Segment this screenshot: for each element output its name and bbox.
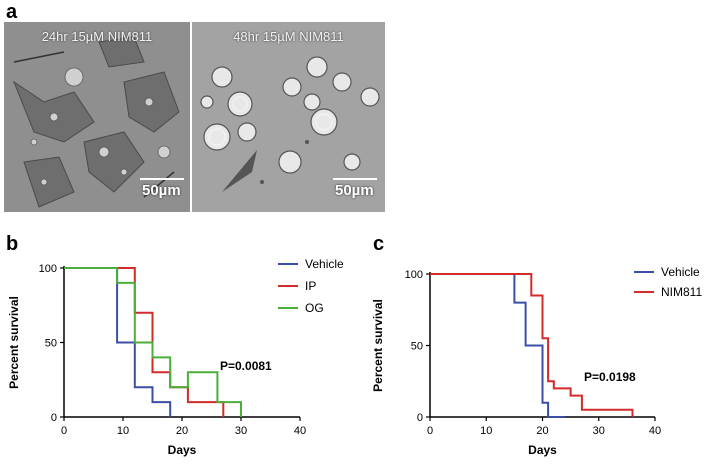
y-tick-label: 100: [39, 263, 57, 275]
x-tick-label: 40: [649, 425, 661, 437]
p-value-annotation: P=0.0081: [220, 359, 272, 373]
x-tick-label: 30: [593, 425, 605, 437]
y-axis-label: Percent survival: [371, 299, 385, 392]
y-tick-label: 100: [405, 269, 423, 281]
x-tick-label: 40: [294, 425, 306, 437]
p-value-annotation: P=0.0198: [584, 370, 636, 384]
micrograph-24hr: 24hr 15µM NIM811 50µm: [4, 22, 190, 212]
panel-b-letter: b: [6, 233, 19, 255]
panel-c-letter: c: [373, 233, 385, 255]
scale-label-48hr: 50µm: [335, 182, 374, 199]
scale-bar-24hr: [140, 178, 184, 180]
x-tick-label: 30: [235, 425, 247, 437]
x-tick-label: 0: [427, 425, 433, 437]
y-tick-label: 0: [51, 412, 57, 424]
legend-label: Vehicle: [305, 257, 344, 271]
series-line-nim811: [430, 273, 634, 417]
micrograph-48hr-caption: 48hr 15µM NIM811: [233, 29, 344, 44]
legend-label: OG: [305, 301, 324, 315]
micrograph-24hr-image: [4, 22, 190, 212]
x-tick-label: 20: [536, 425, 548, 437]
y-tick-label: 50: [45, 338, 57, 350]
x-tick-label: 20: [176, 425, 188, 437]
x-tick-label: 0: [61, 425, 67, 437]
y-tick-label: 0: [417, 412, 423, 424]
series-line-vehicle: [64, 267, 172, 417]
series-line-og: [64, 267, 242, 417]
legend-label: Vehicle: [661, 265, 700, 279]
legend-label: IP: [305, 279, 316, 293]
x-axis-label: Days: [528, 443, 557, 457]
scale-bar-48hr: [333, 178, 377, 180]
micrograph-48hr: 48hr 15µM NIM811 50µm: [192, 22, 385, 212]
scale-label-24hr: 50µm: [142, 182, 181, 199]
x-tick-label: 10: [117, 425, 129, 437]
micrograph-48hr-image: [192, 22, 385, 212]
survival-chart-b: 0 10 20 30 40 0 50 100 Days Percent survival Vehic…: [7, 257, 344, 457]
micrograph-24hr-caption: 24hr 15µM NIM811: [41, 29, 153, 44]
series-line-vehicle: [430, 273, 565, 418]
x-axis-label: Days: [168, 443, 197, 457]
survival-chart-c: 0 10 20 30 40 0 50 100 Days Percent survival Vehic…: [371, 265, 702, 457]
panel-a-letter: a: [6, 1, 18, 23]
y-axis-label: Percent survival: [7, 296, 21, 389]
x-tick-label: 10: [480, 425, 492, 437]
y-tick-label: 50: [411, 341, 423, 353]
legend-label: NIM811: [661, 285, 702, 299]
